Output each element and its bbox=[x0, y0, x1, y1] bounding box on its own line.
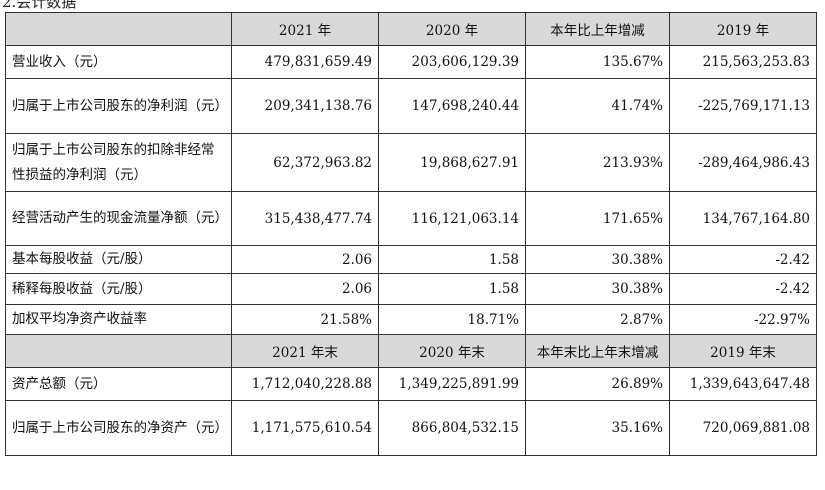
row-label: 归属于上市公司股东的净资产（元） bbox=[5, 400, 232, 456]
value-cell: 2.06 bbox=[231, 273, 379, 305]
row-label: 资产总额（元） bbox=[5, 367, 232, 401]
row-label: 归属于上市公司股东的扣除非经常性损益的净利润（元） bbox=[5, 133, 232, 192]
table-row: 归属于上市公司股东的净资产（元） 1,171,575,610.54 866,80… bbox=[5, 400, 817, 456]
table-row: 归属于上市公司股东的扣除非经常性损益的净利润（元） 62,372,963.82 … bbox=[5, 133, 817, 192]
value-cell: 2.87% bbox=[525, 304, 670, 335]
value-cell: 1,712,040,228.88 bbox=[231, 367, 379, 401]
value-cell: 1.58 bbox=[378, 245, 526, 274]
header-cell: 2021 年末 bbox=[231, 334, 379, 368]
header-cell: 2021 年 bbox=[231, 12, 379, 46]
table-row: 营业收入（元） 479,831,659.49 203,606,129.39 13… bbox=[5, 45, 817, 79]
header-cell bbox=[5, 12, 232, 46]
row-label: 稀释每股收益（元/股） bbox=[5, 273, 232, 305]
value-cell: 866,804,532.15 bbox=[378, 400, 526, 456]
section-heading: 2.会计数据 bbox=[2, 0, 77, 11]
header-cell: 2019 年末 bbox=[669, 334, 817, 368]
value-cell: 18.71% bbox=[378, 304, 526, 335]
value-cell: 26.89% bbox=[525, 367, 670, 401]
value-cell: 479,831,659.49 bbox=[231, 45, 379, 79]
value-cell: -225,769,171.13 bbox=[669, 78, 817, 134]
row-label: 归属于上市公司股东的净利润（元） bbox=[5, 78, 232, 134]
row-label: 基本每股收益（元/股） bbox=[5, 245, 232, 274]
header-cell bbox=[5, 334, 232, 368]
value-cell: 2.06 bbox=[231, 245, 379, 274]
value-cell: 30.38% bbox=[525, 245, 670, 274]
table-row: 基本每股收益（元/股） 2.06 1.58 30.38% -2.42 bbox=[5, 245, 817, 274]
value-cell: 213.93% bbox=[525, 133, 670, 192]
value-cell: 720,069,881.08 bbox=[669, 400, 817, 456]
header-row-annual: 2021 年 2020 年 本年比上年增减 2019 年 bbox=[5, 12, 817, 46]
value-cell: 147,698,240.44 bbox=[378, 78, 526, 134]
value-cell: 1.58 bbox=[378, 273, 526, 305]
value-cell: 209,341,138.76 bbox=[231, 78, 379, 134]
header-cell: 本年比上年增减 bbox=[525, 12, 670, 46]
row-label: 经营活动产生的现金流量净额（元） bbox=[5, 191, 232, 246]
table-row: 稀释每股收益（元/股） 2.06 1.58 30.38% -2.42 bbox=[5, 273, 817, 305]
value-cell: -289,464,986.43 bbox=[669, 133, 817, 192]
value-cell: 215,563,253.83 bbox=[669, 45, 817, 79]
value-cell: -2.42 bbox=[669, 245, 817, 274]
header-row-year-end: 2021 年末 2020 年末 本年末比上年末增减 2019 年末 bbox=[5, 334, 817, 368]
table-row: 归属于上市公司股东的净利润（元） 209,341,138.76 147,698,… bbox=[5, 78, 817, 134]
value-cell: 116,121,063.14 bbox=[378, 191, 526, 246]
value-cell: 21.58% bbox=[231, 304, 379, 335]
value-cell: -2.42 bbox=[669, 273, 817, 305]
header-cell: 2019 年 bbox=[669, 12, 817, 46]
value-cell: 62,372,963.82 bbox=[231, 133, 379, 192]
value-cell: 19,868,627.91 bbox=[378, 133, 526, 192]
value-cell: 30.38% bbox=[525, 273, 670, 305]
table-row: 资产总额（元） 1,712,040,228.88 1,349,225,891.9… bbox=[5, 367, 817, 401]
header-cell: 2020 年末 bbox=[378, 334, 526, 368]
value-cell: 1,339,643,647.48 bbox=[669, 367, 817, 401]
financial-data-table: 2021 年 2020 年 本年比上年增减 2019 年 营业收入（元） 479… bbox=[5, 12, 817, 456]
table-row: 经营活动产生的现金流量净额（元） 315,438,477.74 116,121,… bbox=[5, 191, 817, 246]
value-cell: 35.16% bbox=[525, 400, 670, 456]
header-cell: 本年末比上年末增减 bbox=[525, 334, 670, 368]
value-cell: 135.67% bbox=[525, 45, 670, 79]
value-cell: 171.65% bbox=[525, 191, 670, 246]
value-cell: -22.97% bbox=[669, 304, 817, 335]
value-cell: 1,349,225,891.99 bbox=[378, 367, 526, 401]
value-cell: 315,438,477.74 bbox=[231, 191, 379, 246]
value-cell: 203,606,129.39 bbox=[378, 45, 526, 79]
value-cell: 134,767,164.80 bbox=[669, 191, 817, 246]
row-label: 营业收入（元） bbox=[5, 45, 232, 79]
value-cell: 1,171,575,610.54 bbox=[231, 400, 379, 456]
table-row: 加权平均净资产收益率 21.58% 18.71% 2.87% -22.97% bbox=[5, 304, 817, 335]
value-cell: 41.74% bbox=[525, 78, 670, 134]
row-label: 加权平均净资产收益率 bbox=[5, 304, 232, 335]
header-cell: 2020 年 bbox=[378, 12, 526, 46]
